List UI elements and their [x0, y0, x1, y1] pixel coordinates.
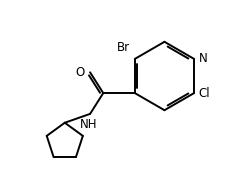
Text: N: N — [198, 52, 206, 65]
Text: Br: Br — [117, 41, 130, 54]
Text: NH: NH — [80, 118, 97, 131]
Text: O: O — [75, 66, 84, 79]
Text: Cl: Cl — [198, 87, 209, 100]
